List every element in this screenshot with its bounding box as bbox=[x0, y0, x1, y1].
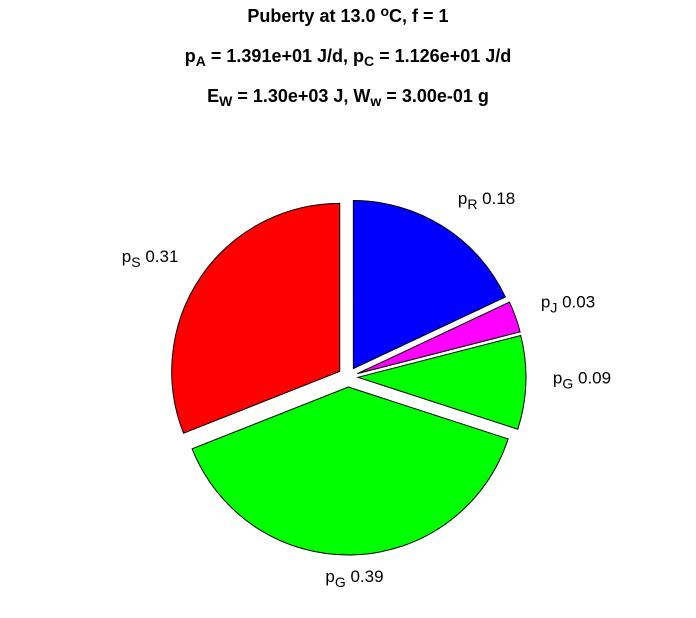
label-sub: G bbox=[562, 375, 573, 391]
title-text: E bbox=[207, 86, 219, 106]
slice-label: pG 0.39 bbox=[325, 567, 383, 590]
title-sup: o bbox=[380, 3, 389, 19]
label-value: 0.39 bbox=[350, 567, 383, 586]
title-sub: C bbox=[364, 53, 374, 69]
chart-title: pA = 1.391e+01 J/d, pC = 1.126e+01 J/d bbox=[185, 46, 511, 69]
chart-title: EW = 1.30e+03 J, Ww = 3.00e-01 g bbox=[207, 86, 489, 109]
label-sub: J bbox=[550, 299, 557, 315]
slice-label: pR 0.18 bbox=[458, 189, 515, 212]
pie-slice bbox=[171, 202, 341, 434]
label-value: 0.18 bbox=[482, 189, 515, 208]
title-text: = 1.126e+01 J/d bbox=[374, 46, 511, 66]
pie-slice bbox=[357, 301, 521, 375]
slice-label: pS 0.31 bbox=[122, 247, 179, 270]
label-name: p bbox=[553, 368, 562, 387]
title-sub: W bbox=[219, 93, 233, 109]
label-name: p bbox=[458, 189, 467, 208]
title-text: p bbox=[185, 46, 196, 66]
title-sub: A bbox=[196, 53, 206, 69]
label-sub: G bbox=[335, 574, 346, 590]
label-value: 0.09 bbox=[578, 368, 611, 387]
label-value: 0.03 bbox=[562, 293, 595, 312]
label-name: p bbox=[325, 567, 334, 586]
label-value: 0.31 bbox=[145, 247, 178, 266]
pie-slice bbox=[191, 386, 509, 556]
pie-slice bbox=[356, 334, 527, 430]
title-text: = 1.391e+01 J/d, p bbox=[206, 46, 364, 66]
chart-title: Puberty at 13.0 oC, f = 1 bbox=[247, 3, 448, 26]
label-name: p bbox=[122, 247, 131, 266]
title-text: Puberty at 13.0 bbox=[247, 6, 380, 26]
title-sub: w bbox=[369, 93, 381, 109]
label-name: p bbox=[541, 293, 550, 312]
slice-label: pG 0.09 bbox=[553, 368, 611, 391]
label-sub: S bbox=[131, 254, 140, 270]
title-text: = 3.00e-01 g bbox=[381, 86, 489, 106]
slice-label: pJ 0.03 bbox=[541, 293, 595, 316]
label-sub: R bbox=[467, 196, 477, 212]
title-text: = 1.30e+03 J, W bbox=[232, 86, 370, 106]
pie-slice bbox=[352, 200, 507, 370]
title-text: C, f = 1 bbox=[389, 6, 449, 26]
